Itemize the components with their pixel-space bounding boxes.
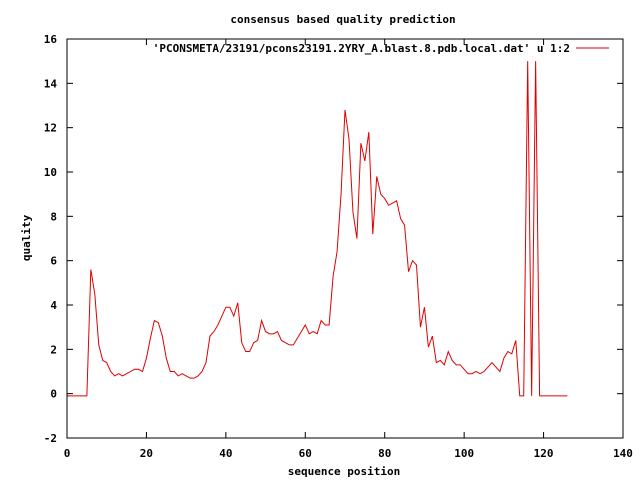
y-tick-label: 8 (50, 210, 57, 223)
axis-ticks: 0 20 40 60 80 100 120 140 -2 0 2 4 6 8 10 12 14 16 (44, 33, 633, 460)
x-tick-label: 60 (299, 447, 312, 460)
chart-title: consensus based quality prediction (230, 13, 455, 26)
y-tick-label: 0 (50, 388, 57, 401)
y-tick-label: 2 (50, 343, 57, 356)
x-tick-label: 80 (378, 447, 391, 460)
plot-frame (66, 38, 624, 439)
series-line (67, 61, 568, 397)
x-tick-label: 20 (140, 447, 153, 460)
y-tick-label: 16 (44, 33, 58, 46)
x-tick-label: 100 (454, 447, 474, 460)
y-tick-label: 4 (50, 299, 57, 312)
x-tick-label: 0 (64, 447, 71, 460)
legend: 'PCONSMETA/23191/pcons23191.2YRY_A.blast… (153, 42, 609, 55)
x-tick-label: 40 (219, 447, 232, 460)
y-tick-label: 12 (44, 122, 57, 135)
series-layer (67, 61, 568, 397)
x-tick-label: 120 (534, 447, 554, 460)
x-axis-label: sequence position (288, 465, 401, 478)
y-axis-label: quality (20, 214, 33, 261)
y-tick-label: 10 (44, 166, 57, 179)
y-tick-label: -2 (44, 432, 57, 445)
x-tick-label: 140 (613, 447, 633, 460)
y-tick-label: 14 (44, 77, 58, 90)
legend-label: 'PCONSMETA/23191/pcons23191.2YRY_A.blast… (153, 42, 570, 55)
y-tick-label: 6 (50, 255, 57, 268)
